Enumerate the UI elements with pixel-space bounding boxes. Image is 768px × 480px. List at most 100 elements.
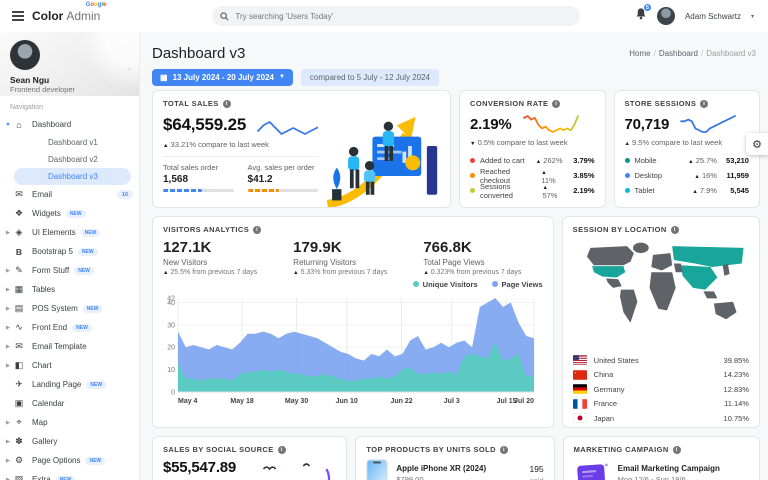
legend-item-unique-visitors[interactable]: Unique Visitors [412,280,478,289]
location-row-japan: Japan 10.75% [572,411,749,426]
sidebar-item-label: Dashboard [32,120,72,129]
sidebar-item-calendar[interactable]: ▣ Calendar [0,394,139,413]
google-logo: Google [85,2,107,8]
breadcrumb-home[interactable]: Home [629,48,651,58]
sidebar-item-extra[interactable]: ▶ ▧ Extra NEW [0,470,139,480]
top-products-card: TOP PRODUCTS BY UNITS SOLD i Apple iPhone… [355,436,555,480]
svg-text:Jun 10: Jun 10 [336,398,358,405]
user-menu-caret-icon[interactable]: ▾ [750,13,754,20]
chart-icon: ◧ [14,360,24,370]
sidebar-item-ui-elements[interactable]: ▶ ◈ UI Elements NEW [0,223,139,242]
info-icon[interactable]: i [499,445,508,454]
visitors-analytics-card: VISITORS ANALYTICS i 127.1K New Visitors ▲ … [152,216,554,428]
sidebar-item-label: Form Stuff [32,266,70,275]
theme-settings-button[interactable]: ⚙ [746,133,768,155]
sidebar-subitem-dashboard-v2[interactable]: Dashboard v2 [14,151,131,168]
info-icon[interactable]: i [670,225,679,234]
search-icon [220,11,229,21]
sidebar-subitem-dashboard-v3[interactable]: Dashboard v3 [14,168,131,185]
marketing-campaign-card: MARKETING CAMPAIGN i Email Marketing Camp… [562,436,760,480]
extra-icon: ▧ [14,474,24,480]
info-icon[interactable]: i [700,99,709,108]
calendar-icon: ▦ [160,72,168,82]
store-sessions-title: STORE SESSIONS [624,99,697,108]
info-icon[interactable]: i [253,225,262,234]
svg-text:42: 42 [167,296,175,303]
breadcrumb-section[interactable]: Dashboard [658,48,698,58]
date-range-button[interactable]: ▦ 13 July 2024 - 20 July 2024 ▼ [152,68,293,86]
count-badge: 10 [116,190,133,199]
bootstrap-icon: B [15,246,23,257]
notifications-button[interactable]: 5 [635,3,652,25]
expand-caret-icon: ▶ [5,362,11,369]
svg-text:40: 40 [167,300,175,307]
front-end-icon: ∿ [15,322,23,332]
top-products-title: TOP PRODUCTS BY UNITS SOLD [366,445,496,454]
sidebar-profile[interactable]: Sean Ngu Frontend developer ▾ [0,32,139,96]
profile-name: Sean Ngu [10,75,50,85]
user-avatar[interactable] [656,7,675,25]
info-icon[interactable]: i [222,99,231,108]
expand-caret-icon: ▶ [5,419,11,426]
sidebar-item-dashboard[interactable]: ▼ ⌂ Dashboard [0,115,139,134]
sidebar-item-email-template[interactable]: ▶ ✉ Email Template [0,337,139,356]
campaign-name: Email Marketing Campaign [617,464,720,473]
sidebar-item-front-end[interactable]: ▶ ∿ Front End NEW [0,318,139,337]
user-name[interactable]: Adam Schwartz [684,11,741,21]
new-badge: NEW [65,209,86,218]
info-icon[interactable]: i [672,445,681,454]
sidebar-item-form-stuff[interactable]: ▶ ✎ Form Stuff NEW [0,261,139,280]
sidebar-item-page-options[interactable]: ▶ ⚙ Page Options NEW [0,451,139,470]
email-icon: ✉ [15,189,23,199]
info-icon[interactable]: i [552,99,561,108]
notification-count-badge: 5 [642,3,652,12]
sidebar-item-landing-page[interactable]: ✈ Landing Page NEW [0,375,139,394]
profile-caret-icon: ▾ [127,67,131,73]
sidebar-item-label: Widgets [32,209,61,218]
world-map [573,239,749,347]
legend-item-page-views[interactable]: Page Views [491,280,543,289]
conversion-row-sessions-converted: Sessions converted ▲ 57% 2.19% [470,182,595,200]
total-sales-value: $64,559.25 [163,115,247,134]
sidebar-item-email[interactable]: ✉ Email 10 [0,185,139,204]
series-dot-icon [624,158,630,163]
social-source-title: SALES BY SOCIAL SOURCE [163,445,274,454]
expand-caret-icon: ▶ [5,267,11,274]
series-dot-icon [624,173,630,178]
session-by-location-title: SESSION BY LOCATION [572,225,667,234]
social-source-value: $55,547.89 [163,459,237,476]
expand-caret-icon: ▶ [5,305,11,312]
svg-text:May 30: May 30 [285,398,308,405]
sidebar-item-label: Email [32,190,53,199]
conversion-sparkline [522,115,579,133]
search-bar[interactable] [212,6,581,26]
sidebar-subitem-label: Dashboard v1 [48,138,98,147]
sidebar-item-label: Page Options [32,456,81,465]
series-dot-icon [470,158,476,163]
product-row[interactable]: Apple iPhone XR (2024) $799.00 195 sold [366,459,544,480]
sidebar-item-chart[interactable]: ▶ ◧ Chart [0,356,139,375]
fr-flag-icon [572,398,587,409]
profile-role: Frontend developer [10,85,76,94]
hamburger-menu-icon[interactable] [0,0,30,32]
sidebar-item-gallery[interactable]: ▶ ✽ Gallery [0,432,139,451]
expand-caret-icon: ▶ [5,229,11,236]
info-icon[interactable]: i [277,445,286,454]
sidebar-item-map[interactable]: ▶ ⌖ Map [0,413,139,432]
new-badge: NEW [86,380,107,389]
sidebar-item-pos-system[interactable]: ▶ ▤ POS System NEW [0,299,139,318]
sidebar-item-widgets[interactable]: ❖ Widgets NEW [0,204,139,223]
new-badge: NEW [80,228,101,237]
app-logo[interactable]: Color Admin Google [32,2,106,23]
campaign-row[interactable]: Email Marketing Campaign Mon 12/6 - Sun … [574,459,749,480]
svg-text:20: 20 [167,345,175,352]
sessions-sparkline [680,115,737,133]
sidebar-item-bootstrap-5[interactable]: B Bootstrap 5 NEW [0,242,139,261]
sidebar-subitem-label: Dashboard v3 [48,172,98,181]
sidebar-subitem-dashboard-v1[interactable]: Dashboard v1 [14,134,131,151]
svg-text:Jul 15: Jul 15 [497,398,517,405]
total-sales-card: TOTAL SALES i $64,559.25 ▲ 33.21% compare… [152,90,452,208]
landing-page-icon: ✈ [15,379,23,389]
search-input[interactable] [235,11,573,21]
sidebar-item-tables[interactable]: ▶ ▦ Tables [0,280,139,299]
